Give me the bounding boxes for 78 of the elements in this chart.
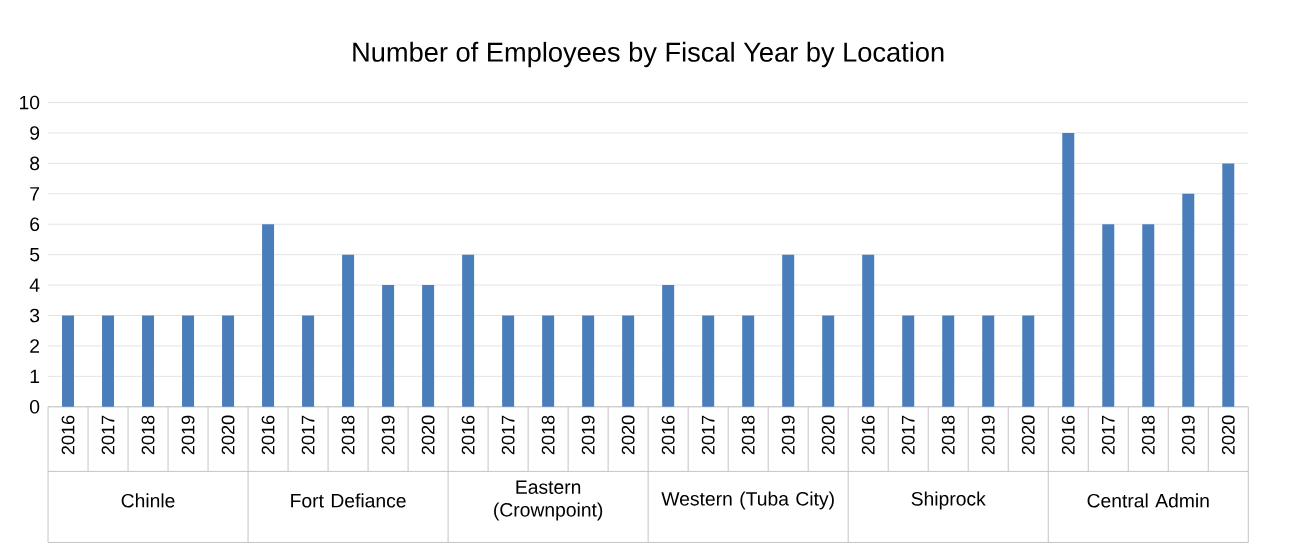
x-tick-label: 2018: [341, 415, 355, 455]
bar: [262, 224, 275, 407]
bar: [102, 315, 115, 407]
x-tick-label: 2016: [861, 415, 875, 455]
x-tick-label: 2019: [981, 415, 995, 455]
x-tick-label: 2018: [1141, 415, 1155, 455]
bar: [342, 254, 355, 407]
y-tick-label: 7: [30, 187, 40, 201]
y-tick-label: 10: [19, 95, 40, 110]
bar: [182, 315, 195, 407]
text: Fort Defiance: [291, 493, 406, 508]
x-tick-label: 2017: [901, 415, 915, 455]
bar: [382, 285, 395, 407]
x-tick-label: 2020: [821, 415, 835, 455]
x-tick-label: 2019: [781, 415, 795, 455]
x-tick-label: 2019: [581, 415, 595, 455]
bar: [1102, 224, 1115, 407]
x-tick-label: 2020: [1221, 415, 1235, 455]
x-tick-label: 2016: [61, 415, 75, 455]
text: Eastern (Crownpoint): [494, 480, 603, 521]
bar: [662, 285, 675, 407]
bar: [942, 315, 955, 407]
x-tick-label: 2020: [1021, 415, 1035, 455]
x-tick-label: 2019: [381, 415, 395, 455]
y-tick-label: 4: [29, 278, 40, 292]
bar: [982, 315, 995, 407]
text: Western (Tuba City): [661, 491, 834, 510]
bar: [622, 315, 635, 407]
x-tick-label: 2018: [941, 415, 955, 455]
bar: [862, 254, 875, 407]
bar: [822, 315, 835, 407]
bar: [902, 315, 915, 407]
x-tick-label: 2018: [741, 415, 755, 455]
y-tick-label: 9: [30, 126, 40, 140]
chart-title: Number of Employees by Fiscal Year by Location: [353, 41, 944, 68]
x-tick-label: 2017: [701, 415, 715, 455]
y-tick-label: 3: [30, 308, 40, 323]
x-tick-label: 2016: [461, 415, 475, 455]
x-tick-label: 2020: [621, 415, 635, 455]
bar: [302, 315, 315, 407]
x-tick-label: 2017: [1101, 415, 1115, 455]
bar: [542, 315, 555, 407]
x-tick-label: 2020: [221, 415, 235, 455]
bar: [702, 315, 715, 407]
x-tick-label: 2017: [101, 415, 115, 455]
x-tick-label: 2019: [181, 415, 195, 455]
bar: [1222, 163, 1235, 407]
bar: [742, 315, 755, 407]
x-tick-label: 2018: [541, 415, 555, 455]
x-tick-label: 2019: [1181, 415, 1195, 455]
y-tick-label: 6: [30, 217, 40, 232]
bar: [1142, 224, 1155, 407]
y-tick-label: 0: [30, 399, 40, 414]
bar: [462, 254, 475, 407]
x-tick-label: 2016: [1061, 415, 1075, 455]
bar: [222, 315, 235, 407]
y-tick-label: 2: [30, 339, 40, 353]
bar: [142, 315, 155, 407]
y-tick-label: 1: [30, 369, 40, 383]
bar: [1062, 132, 1075, 407]
text: Shiprock: [911, 491, 986, 510]
x-tick-label: 2016: [261, 415, 275, 455]
text: Chinle: [121, 493, 175, 508]
bar: [62, 315, 75, 407]
x-tick-label: 2020: [421, 415, 435, 455]
x-tick-label: 2018: [141, 415, 155, 455]
bar: [502, 315, 515, 407]
bar: [782, 254, 795, 407]
x-tick-label: 2017: [501, 415, 515, 455]
x-tick-label: 2017: [301, 415, 315, 455]
bar: [1182, 193, 1195, 407]
text: Central Admin: [1087, 493, 1209, 508]
bar: [422, 285, 435, 407]
y-tick-label: 5: [30, 247, 40, 262]
y-tick-label: 8: [30, 156, 40, 171]
x-tick-label: 2016: [661, 415, 675, 455]
bar: [1022, 315, 1035, 407]
bar: [582, 315, 595, 407]
